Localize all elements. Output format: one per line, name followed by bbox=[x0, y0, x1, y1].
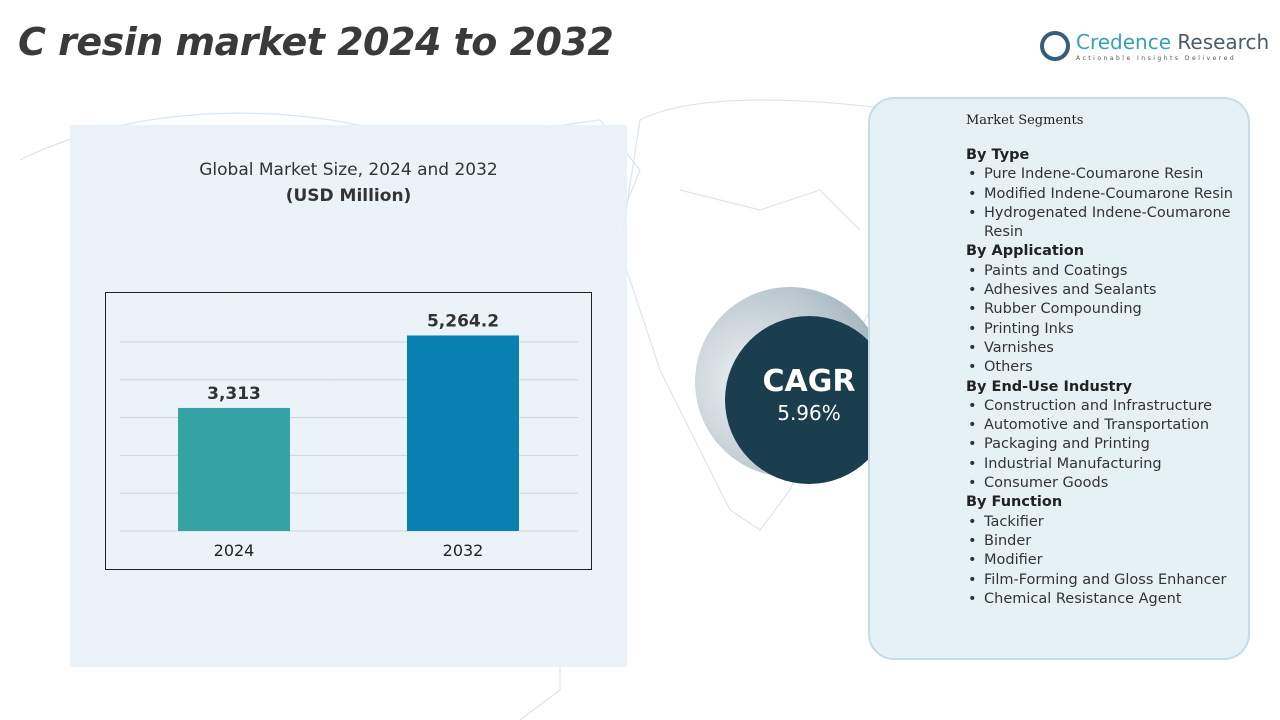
logo-name-b: Research bbox=[1177, 30, 1270, 54]
logo-icon bbox=[1040, 31, 1070, 61]
segment-item: Adhesives and Sealants bbox=[966, 281, 1248, 301]
segment-heading: By Application bbox=[966, 243, 1085, 260]
data-label: 3,313 bbox=[207, 384, 261, 404]
segment-item: Printing Inks bbox=[966, 320, 1248, 340]
credence-research-logo: Credence Research Actionable Insights De… bbox=[1040, 30, 1269, 62]
segments-title: Market Segments bbox=[966, 113, 1084, 128]
segment-item: Paints and Coatings bbox=[966, 262, 1248, 282]
segment-item: Automotive and Transportation bbox=[966, 416, 1248, 436]
segment-heading: By End-Use Industry bbox=[966, 378, 1133, 395]
bar-2032 bbox=[407, 335, 519, 531]
segment-item: Hydrogenated Indene-Coumarone Resin bbox=[966, 204, 1248, 243]
bar-2024 bbox=[178, 407, 290, 531]
data-label: 5,264.2 bbox=[427, 311, 499, 331]
bar-chart: 3,313 2024 5,264.2 2032 bbox=[105, 292, 592, 570]
segments-list: By TypePure Indene-Coumarone ResinModifi… bbox=[966, 146, 1248, 609]
segment-item: Binder bbox=[966, 532, 1248, 552]
cagr-badge: CAGR 5.96% bbox=[725, 316, 893, 484]
segment-item: Construction and Infrastructure bbox=[966, 397, 1248, 417]
segment-item: Rubber Compounding bbox=[966, 300, 1248, 320]
cagr-value: 5.96% bbox=[777, 401, 841, 425]
segment-item: Varnishes bbox=[966, 339, 1248, 359]
chart-panel bbox=[70, 125, 627, 667]
market-segments-panel: Market Segments By Type Pure Indene-Couma… bbox=[868, 97, 1250, 660]
segment-item: Packaging and Printing bbox=[966, 435, 1248, 455]
chart-title: Global Market Size, 2024 and 2032 bbox=[199, 160, 498, 180]
segment-item: Pure Indene-Coumarone Resin bbox=[966, 165, 1248, 185]
chart-svg: 3,313 2024 5,264.2 2032 bbox=[120, 311, 578, 560]
segment-item: Modified Indene-Coumarone Resin bbox=[966, 185, 1248, 205]
logo-name: Credence bbox=[1076, 30, 1172, 54]
chart-header: Global Market Size, 2024 and 2032 (USD M… bbox=[70, 160, 627, 206]
segment-item: Film-Forming and Gloss Enhancer bbox=[966, 571, 1248, 591]
segment-item: Tackifier bbox=[966, 513, 1248, 533]
page-title: C resin market 2024 to 2032 bbox=[18, 20, 614, 64]
segment-item: Consumer Goods bbox=[966, 474, 1248, 494]
segment-item: Industrial Manufacturing bbox=[966, 455, 1248, 475]
x-tick-label: 2032 bbox=[443, 541, 484, 560]
segment-item: Others bbox=[966, 358, 1248, 378]
x-tick-label: 2024 bbox=[214, 541, 255, 560]
chart-unit: (USD Million) bbox=[285, 186, 412, 206]
cagr-label: CAGR bbox=[762, 364, 856, 399]
segment-item: Chemical Resistance Agent bbox=[966, 590, 1248, 610]
segment-item: Modifier bbox=[966, 551, 1248, 571]
segment-heading: By Function bbox=[966, 494, 1063, 511]
logo-tagline: Actionable Insights Delivered bbox=[1076, 55, 1237, 62]
segment-heading: By Type bbox=[966, 147, 1030, 163]
